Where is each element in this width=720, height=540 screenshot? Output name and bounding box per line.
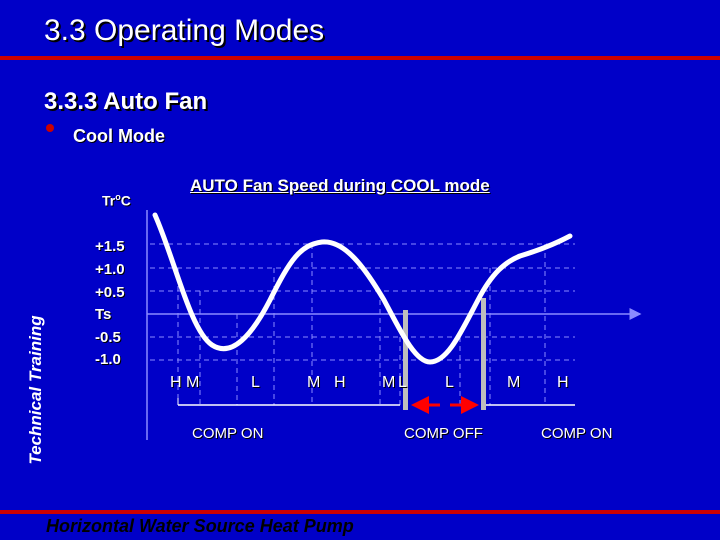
temperature-curve (152, 212, 573, 365)
speed-label: M (186, 374, 200, 391)
section-title: 3.3.3 Auto Fan (44, 88, 208, 115)
speed-label: M (307, 374, 321, 391)
title-divider (0, 56, 720, 60)
speed-label: H (170, 374, 182, 391)
y-tick-label: Ts (95, 306, 112, 323)
y-tick-label: +1.5 (95, 238, 125, 255)
speed-label: M (507, 374, 521, 391)
y-axis-label-main: Tr (102, 192, 116, 209)
y-tick-label: -0.5 (95, 329, 121, 346)
footer-text: Horizontal Water Source Heat Pump (46, 516, 354, 536)
speed-label: M (382, 374, 396, 391)
y-tick-label: -1.0 (95, 351, 121, 368)
speed-label: H (334, 374, 346, 391)
speed-label: L (445, 374, 454, 391)
compressor-bar (403, 310, 408, 410)
y-axis-label-sup: o (115, 192, 121, 202)
footer-divider (0, 510, 720, 514)
diagram-title: AUTO Fan Speed during COOL mode (190, 176, 490, 195)
comp-off-label: COMP OFF (404, 425, 483, 442)
y-tick-label: +0.5 (95, 284, 125, 301)
bullet-icon (46, 124, 54, 132)
compressor-bar (481, 298, 486, 410)
speed-label: L (398, 374, 407, 391)
page-title: 3.3 Operating Modes (44, 14, 325, 47)
comp-on-label: COMP ON (192, 425, 264, 442)
y-axis-label: TroC (102, 192, 131, 209)
speed-label: L (251, 374, 260, 391)
bullet-text: Cool Mode (73, 126, 165, 146)
comp-on-label: COMP ON (541, 425, 613, 442)
y-tick-label: +1.0 (95, 261, 125, 278)
speed-label: H (557, 374, 569, 391)
y-axis-label-unit: C (120, 192, 131, 209)
compressor-bars (403, 298, 486, 410)
